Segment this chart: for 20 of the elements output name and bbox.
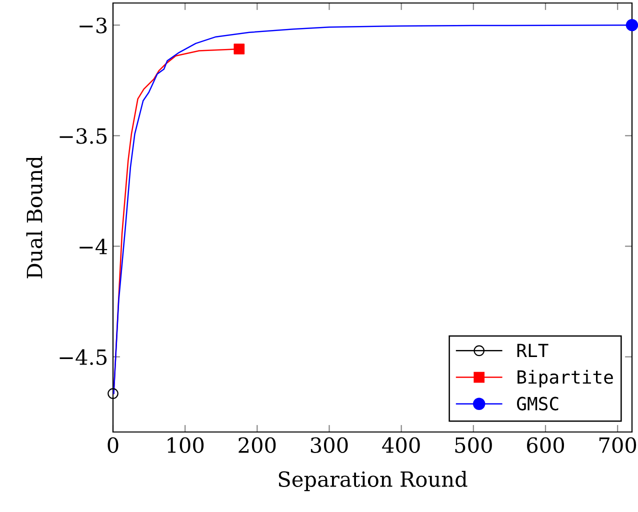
point: [626, 19, 638, 32]
x-axis-title: Separation Round: [278, 470, 468, 492]
x-tick-label: 400: [382, 437, 420, 453]
y-tick-label: −3.5: [60, 128, 107, 144]
x-tick-label: 600: [527, 437, 564, 453]
y-tick-label: −3: [80, 18, 107, 34]
legend-label: RLT: [517, 344, 548, 357]
x-tick-label: 100: [168, 437, 204, 453]
point: [108, 388, 118, 399]
x-tick-label: 0: [108, 437, 118, 453]
y-axis-title: Dual Bound: [26, 156, 42, 278]
y-tick-label: −4.5: [60, 349, 107, 366]
legend-label: GMSC: [517, 396, 558, 410]
y-tick-label: −4: [80, 238, 108, 254]
legend-label: Bipartite: [518, 370, 613, 388]
point: [234, 44, 245, 54]
x-tick-label: 300: [310, 437, 348, 453]
x-tick-label: 700: [599, 437, 636, 453]
x-tick-label: 500: [455, 437, 492, 453]
x-tick-label: 200: [238, 437, 276, 453]
